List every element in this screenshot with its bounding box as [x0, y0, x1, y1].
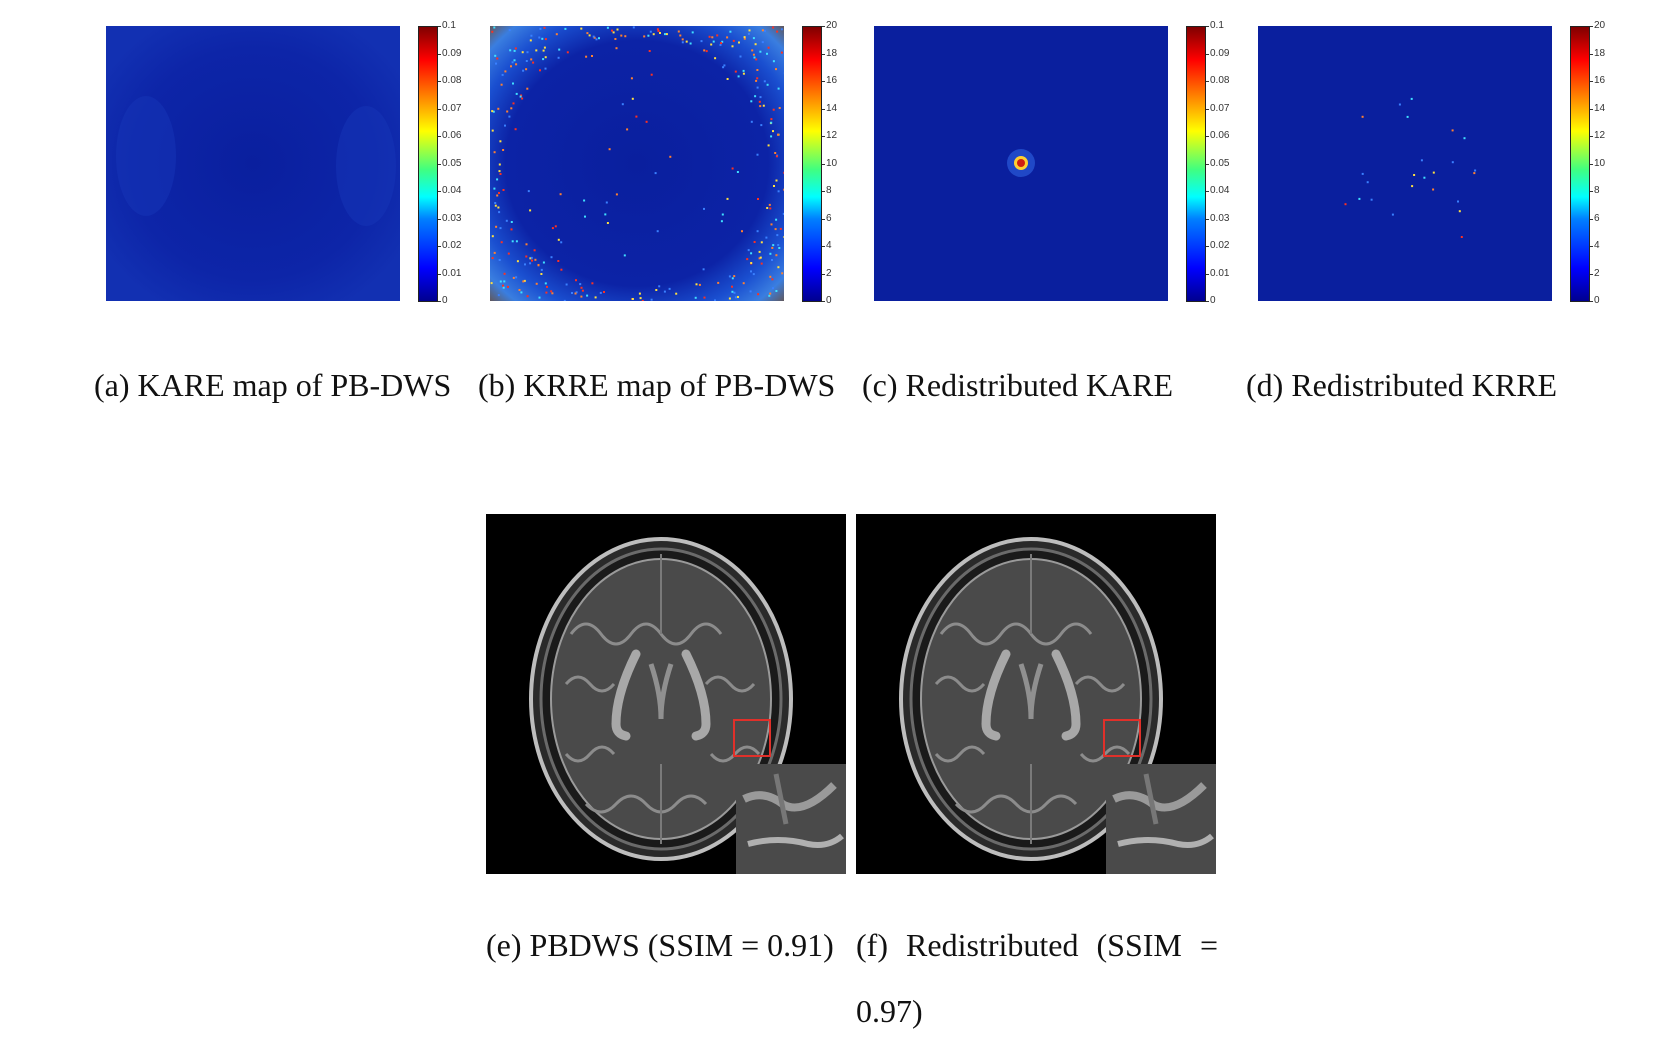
tick-label: 0.02	[1210, 241, 1229, 251]
colorbar-b	[802, 26, 822, 302]
caption-e: (e) PBDWS (SSIM = 0.91)	[486, 912, 848, 978]
tick-label: 0.05	[442, 159, 461, 169]
tick-label: 8	[826, 186, 832, 196]
tick-label: 0.07	[442, 104, 461, 114]
tick-label: 0.04	[442, 186, 461, 196]
tick-label: 2	[1594, 269, 1600, 279]
tick-label: 6	[1594, 214, 1600, 224]
tick-label: 14	[826, 104, 837, 114]
redistributed-krre-map	[1258, 26, 1552, 301]
caption-a: (a) KARE map of PB-DWS	[94, 352, 474, 418]
tick-label: 0	[442, 296, 448, 306]
tick-label: 0.08	[442, 76, 461, 86]
tick-label: 0.09	[442, 49, 461, 59]
tick-label: 18	[826, 49, 837, 59]
krre-map-pbdws	[490, 26, 784, 301]
tick-label: 0.01	[1210, 269, 1229, 279]
tick-label: 8	[1594, 186, 1600, 196]
tick-label: 18	[1594, 49, 1605, 59]
tick-label: 0.1	[1210, 21, 1224, 31]
colorbar-b-ticks: 20 18 16 14 12 10 8 6 4 2 0	[826, 26, 862, 302]
tick-label: 0	[1594, 296, 1600, 306]
pbdws-reconstruction-image	[486, 514, 846, 874]
redistributed-reconstruction-image	[856, 514, 1216, 874]
tick-label: 0.09	[1210, 49, 1229, 59]
tick-label: 12	[1594, 131, 1605, 141]
tick-label: 0.06	[442, 131, 461, 141]
colorbar-c-ticks: 0.1 0.09 0.08 0.07 0.06 0.05 0.04 0.03 0…	[1210, 26, 1246, 302]
tick-label: 2	[826, 269, 832, 279]
kare-map-pbdws	[106, 26, 400, 301]
colorbar-c	[1186, 26, 1206, 302]
caption-d: (d) Redistributed KRRE	[1246, 352, 1616, 418]
tick-label: 16	[1594, 76, 1605, 86]
tick-label: 0	[1210, 296, 1216, 306]
tick-label: 0.02	[442, 241, 461, 251]
caption-c: (c) Redistributed KARE	[862, 352, 1232, 418]
tick-label: 0.03	[442, 214, 461, 224]
tick-label: 0.07	[1210, 104, 1229, 114]
tick-label: 6	[826, 214, 832, 224]
tick-label: 16	[826, 76, 837, 86]
caption-f: (f) Redistributed (SSIM = 0.97)	[856, 912, 1218, 1044]
tick-label: 20	[826, 21, 837, 31]
tick-label: 0.08	[1210, 76, 1229, 86]
redistributed-kare-map	[874, 26, 1168, 301]
tick-label: 4	[826, 241, 832, 251]
colorbar-a-ticks: 0.1 0.09 0.08 0.07 0.06 0.05 0.04 0.03 0…	[442, 26, 478, 302]
caption-b: (b) KRRE map of PB-DWS	[478, 352, 858, 418]
colorbar-d-ticks: 20 18 16 14 12 10 8 6 4 2 0	[1594, 26, 1630, 302]
tick-label: 0.1	[442, 21, 456, 31]
tick-label: 0.05	[1210, 159, 1229, 169]
tick-label: 14	[1594, 104, 1605, 114]
tick-label: 12	[826, 131, 837, 141]
colorbar-d	[1570, 26, 1590, 302]
tick-label: 10	[1594, 159, 1605, 169]
tick-label: 0.01	[442, 269, 461, 279]
tick-label: 0	[826, 296, 832, 306]
colorbar-a	[418, 26, 438, 302]
tick-label: 10	[826, 159, 837, 169]
tick-label: 0.03	[1210, 214, 1229, 224]
tick-label: 4	[1594, 241, 1600, 251]
tick-label: 0.04	[1210, 186, 1229, 196]
tick-label: 0.06	[1210, 131, 1229, 141]
tick-label: 20	[1594, 21, 1605, 31]
